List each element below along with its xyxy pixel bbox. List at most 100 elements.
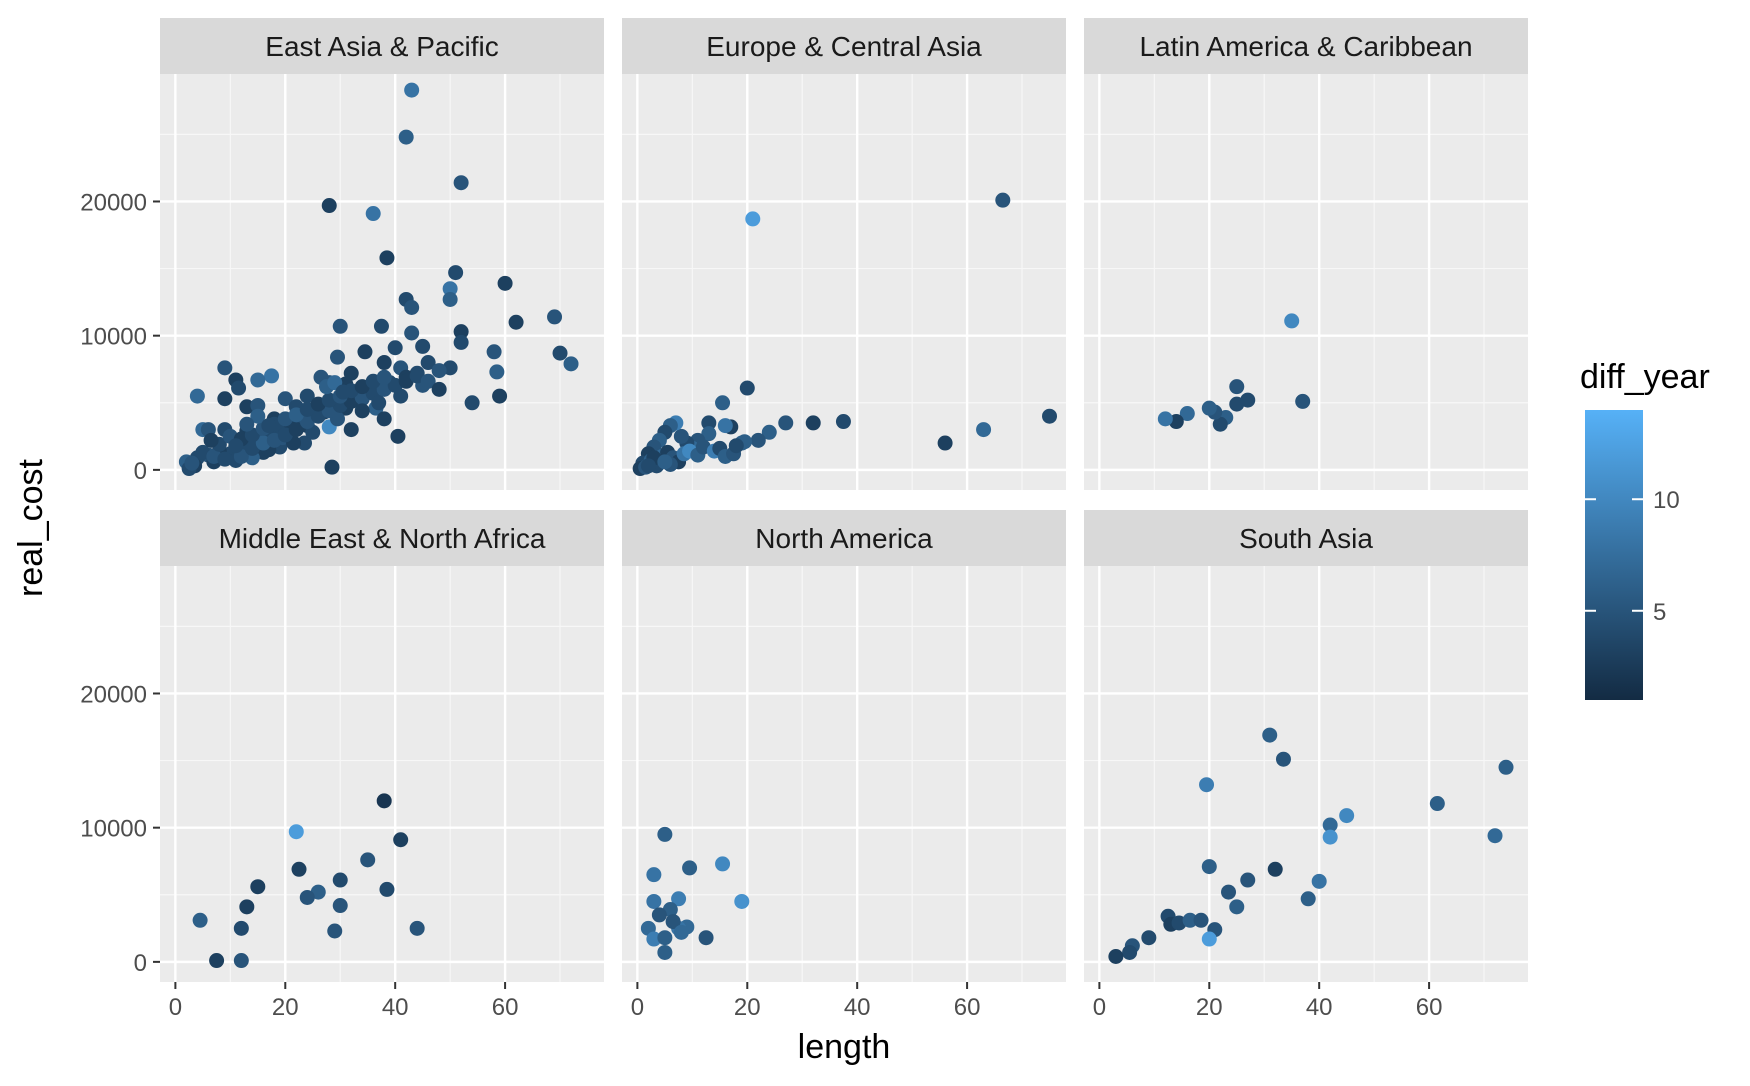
data-point [1284, 313, 1300, 329]
data-point [739, 380, 755, 396]
data-point [657, 454, 673, 470]
data-point [1267, 861, 1283, 877]
data-point [233, 920, 249, 936]
data-points [1157, 313, 1311, 432]
x-tick-label: 40 [382, 994, 409, 1021]
data-point [698, 930, 714, 946]
data-point [717, 418, 733, 434]
y-tick-label: 20000 [80, 681, 147, 708]
panel-background [1084, 74, 1528, 490]
facet-strip [622, 18, 1066, 74]
data-point [728, 438, 744, 454]
data-point [404, 325, 420, 341]
data-point [404, 82, 420, 98]
data-point [329, 349, 345, 365]
data-point [1042, 408, 1058, 424]
data-point [228, 438, 244, 454]
data-point [250, 408, 266, 424]
data-point [1262, 727, 1278, 743]
data-point [1157, 411, 1173, 427]
legend-tick-label: 10 [1653, 487, 1680, 514]
data-point [233, 953, 249, 969]
data-point [646, 931, 662, 947]
data-point [332, 898, 348, 914]
x-tick-label: 60 [954, 994, 981, 1021]
data-point [715, 395, 731, 411]
data-point [453, 324, 469, 340]
data-point [217, 451, 233, 467]
facet-strip-label: North America [755, 523, 933, 554]
y-tick-label: 10000 [80, 324, 147, 351]
data-point [379, 881, 395, 897]
data-point [646, 893, 662, 909]
data-point [492, 388, 508, 404]
x-axis-title: length [798, 1028, 891, 1066]
data-points [640, 826, 750, 960]
data-point [239, 416, 255, 432]
data-point [431, 381, 447, 397]
data-point [1229, 899, 1245, 915]
y-tick-label: 0 [134, 950, 147, 977]
data-point [343, 422, 359, 438]
data-point [701, 415, 717, 431]
data-point [489, 364, 505, 380]
data-point [1322, 829, 1338, 845]
data-point [464, 395, 480, 411]
x-tick-label: 20 [1196, 994, 1223, 1021]
data-point [1311, 873, 1327, 889]
data-point [1487, 828, 1503, 844]
data-point [264, 368, 280, 384]
data-point [1182, 912, 1198, 928]
data-point [701, 426, 717, 442]
data-point [324, 459, 340, 475]
data-point [937, 435, 953, 451]
facet-panel-europe-central-asia: Europe & Central Asia [622, 18, 1066, 490]
y-tick-label: 20000 [80, 189, 147, 216]
data-point [497, 275, 513, 291]
data-point [1429, 796, 1445, 812]
data-point [1201, 859, 1217, 875]
data-point [665, 914, 681, 930]
data-point [563, 356, 579, 372]
data-point [1141, 930, 1157, 946]
data-point [299, 889, 315, 905]
data-point [778, 415, 794, 431]
data-point [657, 944, 673, 960]
data-point [250, 397, 266, 413]
data-point [1179, 406, 1195, 422]
data-point [1275, 751, 1291, 767]
data-point [1339, 808, 1355, 824]
data-point [354, 403, 370, 419]
data-point [217, 360, 233, 376]
facet-strip [622, 510, 1066, 566]
data-point [1229, 379, 1245, 395]
data-point [239, 399, 255, 415]
data-point [297, 435, 313, 451]
x-tick-label: 0 [631, 994, 644, 1021]
legend-tick-label: 5 [1653, 599, 1666, 626]
facet-strip-label: Europe & Central Asia [706, 31, 982, 62]
data-point [184, 455, 200, 471]
data-point [288, 422, 304, 438]
data-point [651, 907, 667, 923]
data-point [332, 318, 348, 334]
data-point [508, 314, 524, 330]
data-point [1122, 944, 1138, 960]
data-point [761, 424, 777, 440]
data-points [178, 82, 579, 477]
data-point [209, 953, 225, 969]
data-point [321, 198, 337, 214]
data-points [1108, 727, 1514, 965]
axes: 0 10000 20000 0 20 40 60 0 10000 20000 0 20 40 60 0 20 4… [80, 189, 1442, 1021]
data-point [277, 391, 293, 407]
y-tick-label: 0 [134, 458, 147, 485]
facet-panel-north-america: North America [622, 510, 1066, 982]
data-point [715, 856, 731, 872]
data-point [976, 422, 992, 438]
facet-panel-east-asia-pacific: East Asia & Pacific [160, 18, 604, 490]
data-point [239, 899, 255, 915]
data-point [393, 832, 409, 848]
legend-colorbar [1585, 410, 1643, 700]
data-point [673, 428, 689, 444]
